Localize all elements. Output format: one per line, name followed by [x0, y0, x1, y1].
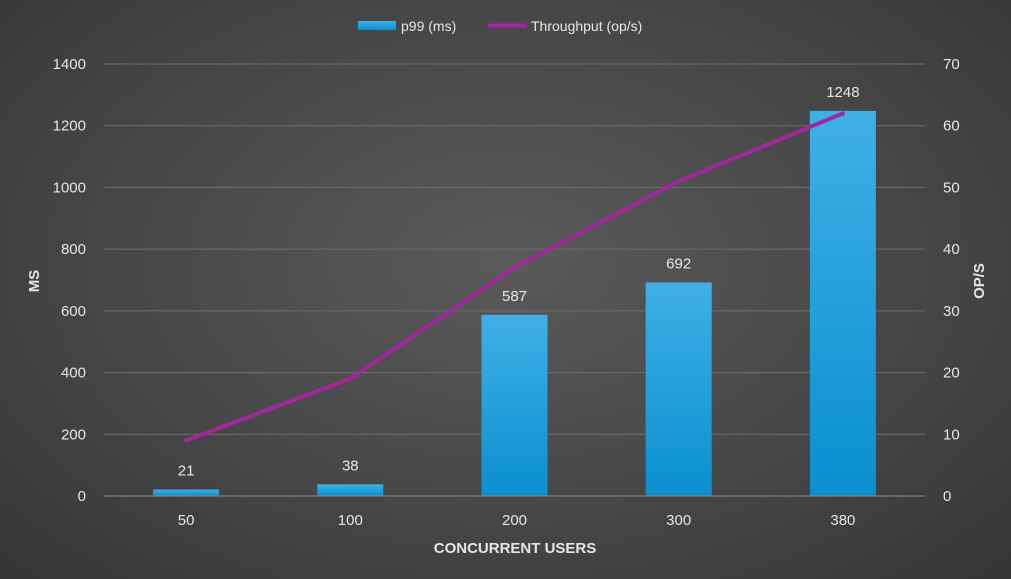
y-axis-title: MS [26, 270, 43, 293]
x-tick-label: 50 [178, 512, 195, 529]
x-tick-label: 200 [502, 512, 527, 529]
data-labels: 21 38 587 692 1248 [178, 84, 860, 480]
bar-data-label: 1248 [826, 84, 859, 101]
x-axis-title: CONCURRENT USERS [434, 540, 597, 557]
y-tick-label: 1000 [53, 179, 86, 196]
y2-tick-label: 40 [943, 241, 960, 258]
bar [481, 314, 548, 496]
y2-tick-label: 50 [943, 179, 960, 196]
legend-label-line: Throughput (op/s) [531, 18, 642, 34]
bar-series [153, 110, 876, 496]
bar-data-label: 587 [502, 288, 527, 305]
legend-swatch-bar [358, 21, 396, 30]
gridlines [104, 63, 925, 435]
y2-axis-title: OP/S [971, 263, 988, 299]
y2-tick-label: 10 [943, 426, 960, 443]
y2-tick-label: 30 [943, 303, 960, 320]
y2-tick-label: 20 [943, 365, 960, 382]
y-tick-label: 0 [78, 488, 86, 505]
bar-data-label: 692 [666, 255, 691, 272]
y-tick-label: 200 [61, 426, 86, 443]
axes: 0 0 200 10 400 20 600 30 800 40 1000 50 1200 60 1400 70… [53, 56, 960, 529]
bar [809, 110, 876, 496]
x-tick-label: 100 [338, 512, 363, 529]
bar-data-label: 21 [178, 463, 195, 480]
line-series [184, 111, 845, 443]
y2-tick-label: 60 [943, 118, 960, 135]
y-tick-label: 800 [61, 241, 86, 258]
x-tick-label: 300 [666, 512, 691, 529]
x-tick-label: 380 [830, 512, 855, 529]
y-tick-label: 400 [61, 365, 86, 382]
bar [153, 489, 220, 496]
bar-data-label: 38 [342, 457, 359, 474]
y-tick-label: 600 [61, 303, 86, 320]
legend: p99 (ms) Throughput (op/s) [358, 18, 642, 34]
bar [645, 282, 712, 496]
y2-tick-label: 0 [943, 488, 951, 505]
y-tick-label: 1400 [53, 56, 86, 73]
y2-tick-label: 70 [943, 56, 960, 73]
legend-label-bar: p99 (ms) [401, 18, 456, 34]
y-tick-label: 1200 [53, 118, 86, 135]
bar [317, 484, 384, 496]
